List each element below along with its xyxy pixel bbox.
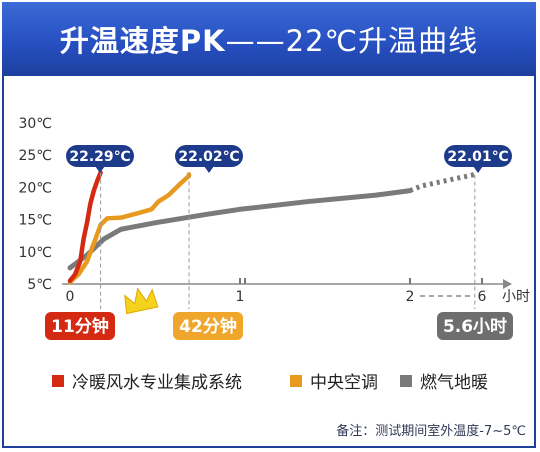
series-line-floor-heating [67, 170, 103, 284]
time-badge [173, 312, 243, 340]
crown-icon [124, 287, 159, 315]
legend-label: 燃气地暖 [420, 373, 488, 393]
y-tick-label: 25℃ [18, 148, 52, 164]
time-badge-label: 42分钟 [179, 316, 237, 337]
end-value-badge-pointer [204, 166, 214, 173]
title-sub: ——22℃升温曲线 [225, 24, 479, 58]
time-badge [45, 312, 115, 340]
legend-item: 中央空调 [290, 368, 378, 393]
end-value-label: 22.01℃ [447, 149, 508, 165]
end-value-badge-pointer [473, 166, 483, 173]
y-tick-label: 15℃ [18, 213, 52, 229]
x-tick-label: 1 [236, 289, 245, 305]
end-value-badge [175, 145, 243, 167]
chart-axes: 5℃ 10℃ 15℃ 20℃ 25℃ 30℃ 0 1 2 6 小时 [18, 116, 530, 305]
end-value-label: 22.02℃ [178, 149, 239, 165]
end-value-badge-pointer [95, 166, 105, 173]
legend-label: 冷暖风水专业集成系统 [72, 373, 242, 393]
footnote: 备注：测试期间室外温度-7~5℃ [336, 424, 526, 439]
x-unit-label: 小时 [502, 289, 530, 305]
legend-item: 燃气地暖 [400, 368, 488, 393]
x-tick-label: 6 [478, 289, 487, 305]
crown-body [124, 287, 159, 315]
y-tick-label: 20℃ [18, 180, 52, 196]
legend-item: 冷暖风水专业集成系统 [52, 368, 242, 393]
time-badge-label: 11分钟 [51, 316, 109, 337]
x-tick-label: 0 [66, 289, 75, 305]
legend-swatch [52, 374, 64, 387]
time-badge [437, 312, 513, 340]
series-line-gas-dashed [409, 172, 476, 193]
end-value-badge [66, 145, 134, 167]
end-value-badge [444, 145, 512, 167]
page-title: 升温速度PK——22℃升温曲线 [2, 18, 536, 60]
series-layer [67, 170, 476, 285]
y-tick-label: 10℃ [18, 245, 52, 261]
time-badge-label: 5.6小时 [443, 317, 507, 337]
y-tick-label: 30℃ [18, 116, 52, 132]
x-axis-arrow [503, 279, 512, 289]
y-tick-label: 5℃ [27, 277, 52, 293]
series-line-central-ac [67, 172, 192, 285]
header-banner: 升温速度PK——22℃升温曲线 [2, 2, 536, 76]
legend-label: 中央空调 [310, 373, 378, 393]
legend-swatch [290, 374, 302, 387]
chart-legend: 冷暖风水专业集成系统 中央空调 燃气地暖 [0, 368, 540, 393]
series-line-gas [67, 188, 413, 271]
label-layer: 22.29℃ 11分钟 22.02℃ 42分钟 22.01℃ 5.6小时 [45, 145, 513, 340]
legend-swatch [400, 374, 412, 387]
end-value-label: 22.29℃ [69, 149, 130, 165]
x-tick-label: 2 [406, 289, 415, 305]
title-main: 升温速度PK [59, 24, 226, 58]
chart-frame [2, 2, 536, 448]
